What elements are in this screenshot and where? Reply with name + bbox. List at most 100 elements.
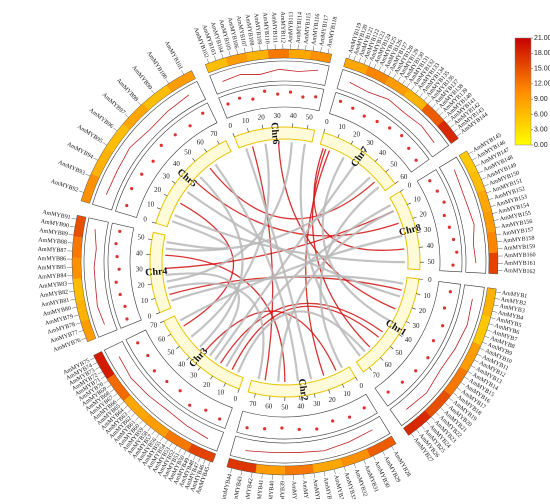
gene-connector <box>440 408 444 411</box>
gene-label: AmMYB33 <box>343 472 357 499</box>
track-point <box>363 115 366 118</box>
tick-mark <box>380 358 383 361</box>
tick-mark <box>172 181 175 183</box>
gene-connector <box>421 426 424 430</box>
tick-label: 40 <box>405 336 413 344</box>
gene-connector <box>482 342 487 344</box>
gene-connector <box>189 453 191 457</box>
gene-connector <box>454 129 458 132</box>
tick-label: 0 <box>408 181 412 189</box>
tick-label: 0 <box>143 216 147 224</box>
gene-connector <box>489 198 494 199</box>
gene-connector <box>431 417 434 421</box>
tick-mark <box>395 181 398 183</box>
tick-label: 30 <box>190 371 198 379</box>
heatmap-cell <box>123 103 149 130</box>
tick-label: 30 <box>367 139 375 147</box>
track-point <box>188 124 191 127</box>
gene-connector <box>432 104 435 108</box>
track-point <box>443 201 446 204</box>
gene-connector <box>161 437 164 441</box>
gene-connector <box>424 97 427 101</box>
gene-connector <box>416 90 419 94</box>
tick-label: 50 <box>395 349 403 357</box>
tick-mark <box>157 208 161 210</box>
chromosome-label: Chr4 <box>145 266 168 279</box>
gene-connector <box>478 171 483 173</box>
tick-label: 50 <box>306 114 314 122</box>
tick-label: 20 <box>203 381 211 389</box>
gene-connector <box>103 142 107 145</box>
gene-connector <box>486 191 491 193</box>
gene-connector <box>428 100 431 104</box>
track-point <box>449 290 452 293</box>
gene-connector <box>313 46 314 51</box>
gene-connector <box>489 324 494 325</box>
track-point <box>153 369 156 372</box>
tick-mark <box>307 125 308 129</box>
gene-connector <box>450 125 454 128</box>
gene-connector <box>469 151 473 154</box>
link <box>215 164 355 359</box>
gene-connector <box>457 388 461 391</box>
gene-connector <box>334 469 335 474</box>
track-point <box>118 268 121 271</box>
gene-connector <box>165 440 168 444</box>
track-point <box>125 204 128 207</box>
gene-connector <box>388 71 390 75</box>
track-point <box>436 190 439 193</box>
gene-connector <box>496 234 501 235</box>
gene-connector <box>76 323 81 324</box>
gene-connector <box>461 382 465 385</box>
gene-connector <box>260 45 261 50</box>
gene-connector <box>379 66 381 70</box>
tick-mark <box>233 133 234 137</box>
gene-connector <box>151 90 154 94</box>
gene-connector <box>492 212 497 213</box>
colorbar-label: 3.00 <box>534 127 548 134</box>
gene-connector <box>98 372 102 375</box>
tick-label: 40 <box>178 361 186 369</box>
track-point <box>115 281 118 284</box>
gene-connector <box>113 128 117 131</box>
gene-label: AmMYB159 <box>503 244 535 252</box>
tick-mark <box>342 384 344 388</box>
gene-connector <box>181 70 183 74</box>
gene-connector <box>74 315 79 316</box>
gene-connector <box>86 174 91 176</box>
tick-label: 60 <box>385 361 393 369</box>
gene-connector <box>354 56 356 61</box>
gene-connector <box>110 389 114 392</box>
tick-label: 50 <box>167 349 175 357</box>
tick-mark <box>419 279 423 280</box>
track-point <box>414 369 417 372</box>
tick-mark <box>390 347 393 350</box>
heatmap-cell <box>91 148 113 177</box>
heatmap-cell <box>469 170 485 193</box>
gene-connector <box>125 114 129 117</box>
gene-label: AmMYB101 <box>163 40 183 71</box>
gene-connector <box>143 424 146 428</box>
heatmap-cell <box>72 258 82 279</box>
gene-connector <box>445 403 449 406</box>
track-point <box>238 97 241 100</box>
track-point <box>315 427 318 430</box>
gene-connector <box>252 47 253 52</box>
track-point <box>188 404 191 407</box>
track-point <box>348 416 351 419</box>
gene-connector <box>241 471 242 476</box>
tick-label: 40 <box>173 160 181 168</box>
tick-label: 20 <box>258 114 266 122</box>
tick-mark <box>151 299 155 300</box>
tick-label: 20 <box>420 210 428 218</box>
gene-label: AmMYB95 <box>76 124 103 145</box>
tick-label: 20 <box>137 281 145 289</box>
tick-label: 70 <box>210 130 218 138</box>
colorbar-label: 15.00 <box>534 65 550 72</box>
gene-connector <box>392 446 395 450</box>
gene-connector <box>468 371 472 374</box>
tick-mark <box>204 149 206 152</box>
gene-label: AmMYB92 <box>50 179 79 194</box>
gene-connector <box>207 58 209 63</box>
track-point <box>245 426 248 429</box>
